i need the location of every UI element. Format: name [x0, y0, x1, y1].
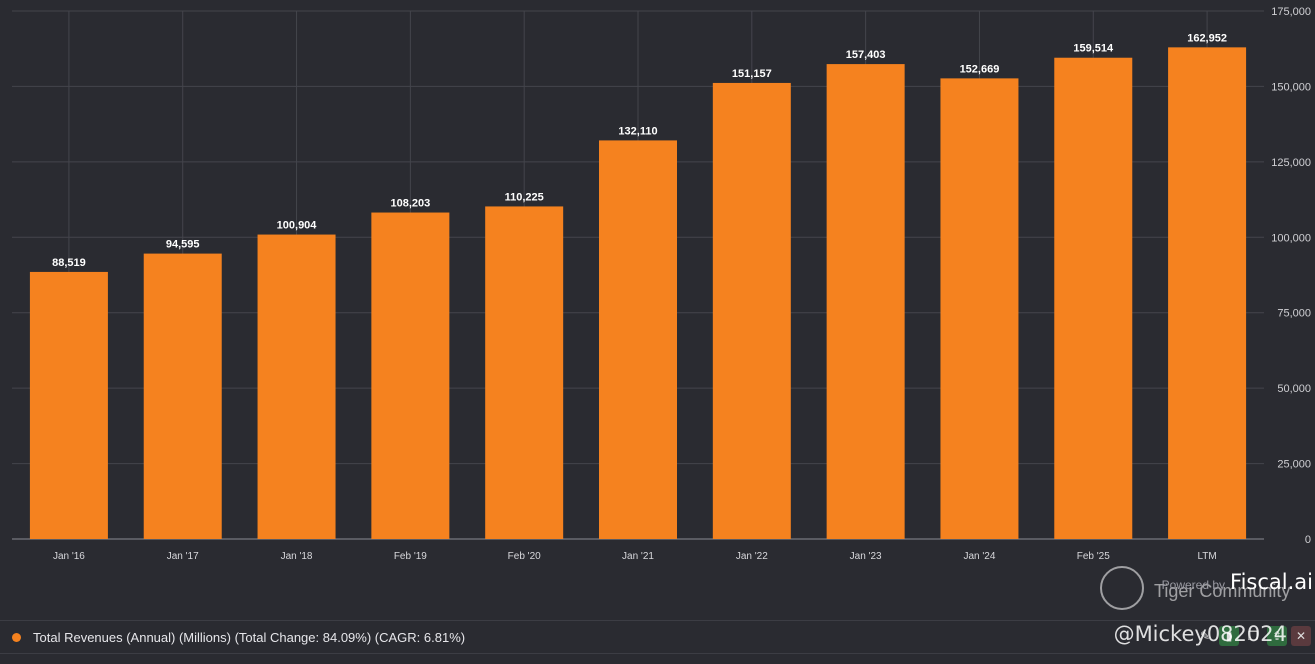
bar-value-label: 162,952 — [1187, 32, 1227, 44]
x-tick-label: Jan '24 — [963, 551, 995, 562]
bar-value-label: 88,519 — [52, 257, 86, 269]
share-icon[interactable]: ⇪ — [1267, 626, 1287, 646]
x-tick-label: Jan '23 — [850, 551, 882, 562]
x-tick-label: Jan '17 — [167, 551, 199, 562]
chart-icon[interactable]: ▮ — [1219, 626, 1239, 646]
bar-value-label: 151,157 — [732, 68, 772, 80]
bar-value-label: 94,595 — [166, 239, 200, 251]
bar[interactable] — [485, 206, 564, 539]
bar[interactable] — [143, 253, 222, 539]
bar[interactable] — [29, 271, 108, 539]
watermark-handle: @Mickey082024 — [1113, 622, 1287, 646]
bar-value-label: 110,225 — [505, 191, 544, 203]
legend-marker-icon — [12, 632, 21, 642]
bar-value-label: 132,110 — [618, 125, 657, 137]
y-tick-label: 0 — [1305, 534, 1311, 546]
legend-label[interactable]: Total Revenues (Annual) (Millions) (Tota… — [33, 629, 466, 645]
bar-value-label: 159,514 — [1073, 43, 1114, 55]
bar-value-label: 108,203 — [390, 198, 430, 210]
bar[interactable] — [712, 82, 791, 539]
watermark-name: Tiger Community — [1154, 580, 1291, 601]
bar[interactable] — [1168, 47, 1247, 540]
tiger-logo-icon — [1100, 566, 1144, 610]
bar[interactable] — [1054, 57, 1133, 539]
y-tick-label: 125,000 — [1271, 157, 1311, 169]
y-tick-label: 150,000 — [1271, 81, 1311, 93]
x-tick-label: Jan '21 — [622, 551, 654, 562]
x-tick-label: Jan '22 — [736, 551, 768, 562]
brand[interactable]: Powered by Fiscal.ai — [1162, 570, 1313, 594]
x-tick-label: Feb '19 — [394, 551, 427, 562]
edit-icon[interactable]: ✎ — [1199, 629, 1211, 643]
bar[interactable] — [257, 234, 336, 539]
x-tick-label: Jan '18 — [281, 551, 313, 562]
y-tick-label: 75,000 — [1277, 308, 1311, 320]
revenue-bar-chart: 88,519 94,595 100,904 108,203 110,225 132,110… — [12, 6, 1311, 562]
bar[interactable] — [371, 212, 450, 540]
x-axis-ticks: Jan '16 Jan '17 Jan '18 Feb '19 Feb '20 Jan '… — [53, 551, 1217, 562]
y-tick-label: 25,000 — [1277, 459, 1311, 471]
brand-name[interactable]: Fiscal.ai — [1230, 570, 1313, 594]
bar[interactable] — [599, 140, 677, 539]
close-icon[interactable]: ✕ — [1291, 626, 1311, 646]
bar-value-label: 152,669 — [960, 63, 1000, 75]
x-tick-label: LTM — [1197, 551, 1216, 562]
x-tick-label: Jan '16 — [53, 551, 85, 562]
y-tick-label: 175,000 — [1271, 6, 1311, 18]
watermark: Tiger Community — [1100, 566, 1290, 610]
bar[interactable] — [940, 78, 1019, 539]
legend-bar: Total Revenues (Annual) (Millions) (Tota… — [0, 620, 1315, 654]
toolbar: ✎ ▮ ❐ ⇪ ✕ — [1195, 626, 1311, 646]
bars — [29, 47, 1247, 540]
x-tick-label: Feb '20 — [508, 551, 541, 562]
y-axis-ticks: 0 25,000 50,000 75,000 100,000 125,000 150,000… — [1271, 6, 1311, 546]
bar[interactable] — [826, 64, 905, 540]
powered-by-text: Powered by — [1161, 578, 1226, 592]
bar-value-labels: 88,519 94,595 100,904 108,203 110,225 132,110… — [52, 32, 1227, 269]
bar-value-label: 100,904 — [277, 220, 318, 232]
x-tick-label: Feb '25 — [1077, 551, 1110, 562]
y-tick-label: 50,000 — [1277, 383, 1311, 395]
copy-icon[interactable]: ❐ — [1247, 629, 1259, 643]
bar-value-label: 157,403 — [846, 49, 886, 61]
y-tick-label: 100,000 — [1271, 232, 1311, 244]
